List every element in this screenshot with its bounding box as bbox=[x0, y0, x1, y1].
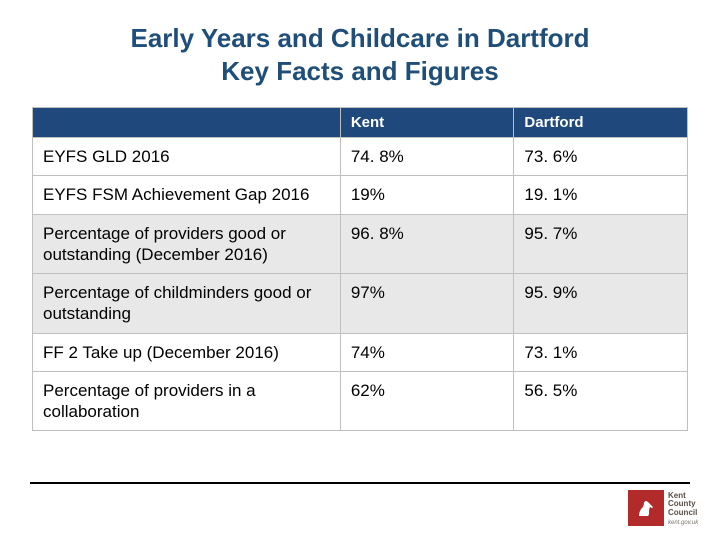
row-value-kent: 97% bbox=[340, 274, 514, 334]
table-header-row: Kent Dartford bbox=[33, 108, 688, 138]
row-label: Percentage of providers good or outstand… bbox=[33, 214, 341, 274]
row-value-dartford: 56. 5% bbox=[514, 371, 688, 431]
row-value-kent: 74. 8% bbox=[340, 138, 514, 176]
table-row: Percentage of childminders good or outst… bbox=[33, 274, 688, 334]
row-label: EYFS GLD 2016 bbox=[33, 138, 341, 176]
row-value-dartford: 19. 1% bbox=[514, 176, 688, 214]
data-table-wrap: Kent Dartford EYFS GLD 2016 74. 8% 73. 6… bbox=[0, 97, 720, 431]
row-label: Percentage of providers in a collaborati… bbox=[33, 371, 341, 431]
row-value-kent: 62% bbox=[340, 371, 514, 431]
slide: Early Years and Childcare in Dartford Ke… bbox=[0, 0, 720, 540]
table-header-dartford: Dartford bbox=[514, 108, 688, 138]
slide-title: Early Years and Childcare in Dartford Ke… bbox=[0, 0, 720, 97]
table-row: FF 2 Take up (December 2016) 74% 73. 1% bbox=[33, 333, 688, 371]
row-value-kent: 74% bbox=[340, 333, 514, 371]
kcc-logo-text: Kent County Council bbox=[668, 492, 697, 517]
row-label: FF 2 Take up (December 2016) bbox=[33, 333, 341, 371]
data-table: Kent Dartford EYFS GLD 2016 74. 8% 73. 6… bbox=[32, 107, 688, 431]
kcc-logo-line3: Council bbox=[668, 508, 697, 517]
row-value-dartford: 95. 9% bbox=[514, 274, 688, 334]
row-value-kent: 19% bbox=[340, 176, 514, 214]
row-value-dartford: 73. 1% bbox=[514, 333, 688, 371]
row-label: Percentage of childminders good or outst… bbox=[33, 274, 341, 334]
row-value-dartford: 95. 7% bbox=[514, 214, 688, 274]
kcc-logo: Kent County Council kent.gov.uk bbox=[628, 490, 698, 532]
footer-rule bbox=[30, 482, 690, 484]
table-row: EYFS GLD 2016 74. 8% 73. 6% bbox=[33, 138, 688, 176]
row-label: EYFS FSM Achievement Gap 2016 bbox=[33, 176, 341, 214]
kcc-logo-strap: kent.gov.uk bbox=[668, 520, 698, 526]
horse-icon bbox=[634, 496, 658, 520]
table-row: Percentage of providers good or outstand… bbox=[33, 214, 688, 274]
row-value-kent: 96. 8% bbox=[340, 214, 514, 274]
title-line-1: Early Years and Childcare in Dartford bbox=[130, 23, 589, 53]
table-row: EYFS FSM Achievement Gap 2016 19% 19. 1% bbox=[33, 176, 688, 214]
title-line-2: Key Facts and Figures bbox=[221, 56, 498, 86]
table-header-kent: Kent bbox=[340, 108, 514, 138]
row-value-dartford: 73. 6% bbox=[514, 138, 688, 176]
table-header-blank bbox=[33, 108, 341, 138]
table-row: Percentage of providers in a collaborati… bbox=[33, 371, 688, 431]
